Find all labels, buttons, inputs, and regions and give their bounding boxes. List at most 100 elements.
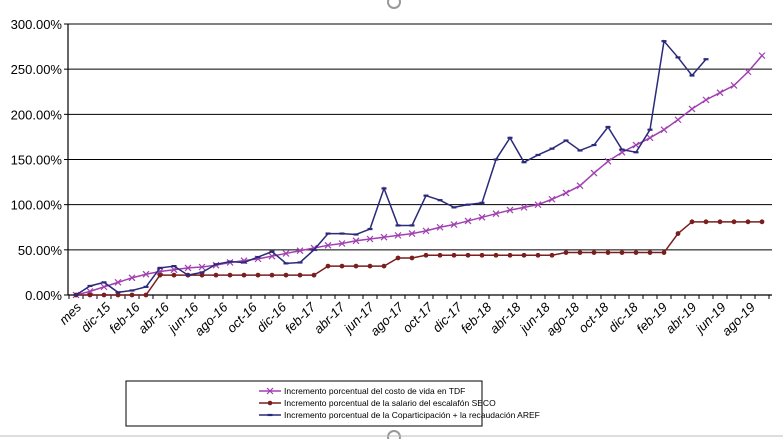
data-point [199,272,205,278]
data-point [451,252,457,258]
data-point [367,263,373,269]
data-point [534,201,542,209]
resize-handle-icon [387,430,401,439]
x-tick-label: abr-18 [487,299,525,337]
data-point [283,272,289,278]
data-point [115,292,121,298]
data-point [324,241,332,249]
data-point [759,219,765,225]
data-point [633,250,639,255]
data-point [731,219,737,225]
data-point [380,233,388,241]
x-tick-label: ago-16 [191,299,231,339]
data-point [674,116,682,124]
x-tick-label: oct-17 [400,299,437,336]
data-point [758,52,766,60]
x-tick-label: dic-15 [78,299,114,335]
resize-handle-icon [387,0,401,9]
data-point [198,263,206,271]
series-3 [73,39,709,297]
data-point [619,250,625,255]
y-tick-label: 300.00% [11,17,63,32]
data-point [507,252,513,258]
data-point [660,126,668,134]
data-point [339,263,345,269]
series-2 [73,219,765,298]
x-tick-label: abr-16 [135,299,173,337]
data-point [702,96,710,104]
legend-label: Incremento porcentual del costo de vida … [284,386,465,396]
data-point [689,219,695,225]
x-tick-label: feb-17 [282,299,319,336]
y-tick-label: 100.00% [11,198,63,213]
data-point [436,223,444,231]
legend: Incremento porcentual del costo de vida … [125,380,540,427]
data-point [409,255,415,261]
legend-item: Incremento porcentual de la Coparticipac… [259,410,540,420]
x-axis: mesdic-15feb-16abr-16jun-16ago-16oct-16d… [56,294,772,339]
data-point [184,264,192,272]
data-point [408,230,416,237]
data-point [227,272,233,278]
data-point [423,252,429,258]
y-tick-label: 250.00% [11,62,63,77]
y-axis: 0.00% 50.00% 100.00% 150.00% 200.00% 250.00% 3… [11,17,69,303]
y-tick-label: 50.00% [18,243,63,258]
data-point [128,274,136,282]
x-tick-label: dic-18 [605,299,641,335]
data-point [647,250,653,255]
data-point [86,287,94,295]
data-point [395,255,401,261]
data-point [101,292,107,298]
data-point [493,252,499,258]
data-point [520,203,528,211]
data-point [394,231,402,239]
data-point [311,272,317,278]
legend-label: Incremento porcentual de la salario del … [284,398,496,408]
legend-item: Incremento porcentual del costo de vida … [259,386,465,396]
data-point [171,272,177,278]
data-point [661,250,667,255]
data-point [590,169,598,177]
data-point [87,292,93,298]
series-line [75,39,707,296]
data-point [437,252,443,258]
data-point [296,247,304,255]
data-point [478,213,486,221]
x-tick-label: feb-16 [106,299,143,336]
data-point [562,189,570,197]
y-tick-label: 150.00% [11,153,63,168]
data-point [563,250,569,255]
data-point [464,217,472,225]
data-point [549,252,555,258]
data-point [632,141,640,149]
data-point [353,263,359,269]
data-point [675,231,681,236]
data-point [297,272,303,278]
series-layer [72,39,766,299]
y-tick-label: 0.00% [25,288,62,303]
data-point [716,89,724,97]
data-point [352,237,360,245]
data-point [730,82,738,89]
data-point [381,263,387,269]
x-tick-label: oct-16 [224,299,261,336]
data-point [366,235,374,243]
x-tick-label: feb-19 [633,300,670,337]
data-point [241,272,247,278]
data-point [703,219,709,225]
x-tick-label: dic-16 [254,299,290,335]
data-point [548,195,556,203]
series-1 [72,52,766,299]
legend-item: Incremento porcentual de la salario del … [259,398,496,408]
x-tick-label: abr-17 [311,299,349,337]
data-point [688,105,696,113]
data-point [535,252,541,258]
x-tick-label: ago-18 [543,299,583,339]
data-point [646,134,654,142]
data-point [605,250,611,255]
data-point [450,221,458,228]
data-point [745,219,751,225]
